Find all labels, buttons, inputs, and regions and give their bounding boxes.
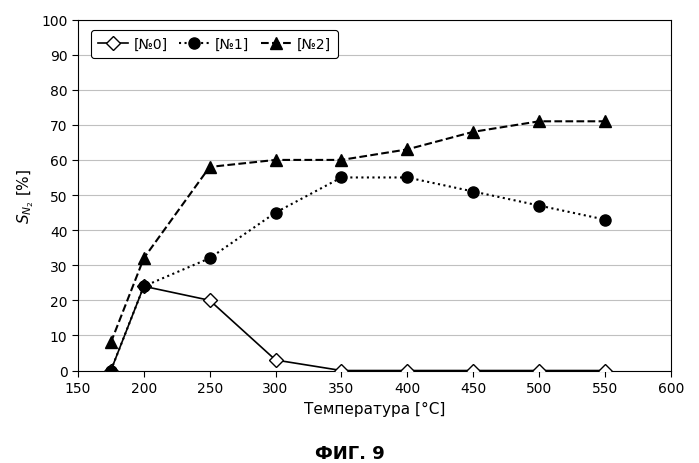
[№1] (206, 256, 214, 262)
[№2] (535, 119, 543, 125)
[№1] (271, 210, 280, 216)
X-axis label: Температура [°C]: Температура [°C] (303, 400, 445, 416)
[№2] (107, 340, 115, 345)
[№0] (535, 368, 543, 374)
[№0] (206, 298, 214, 303)
[№0] (271, 357, 280, 363)
[№1] (600, 217, 609, 223)
[№2] (469, 130, 477, 135)
[№0] (337, 368, 345, 374)
Line: [№1]: [№1] (106, 173, 610, 376)
[№1] (107, 368, 115, 374)
Line: [№2]: [№2] (106, 117, 610, 348)
[№2] (206, 165, 214, 170)
[№2] (403, 147, 412, 153)
[№0] (600, 368, 609, 374)
Text: ФИГ. 9: ФИГ. 9 (315, 444, 384, 463)
[№1] (337, 175, 345, 181)
[№2] (271, 158, 280, 163)
Y-axis label: $S_{N_2}$ [%]: $S_{N_2}$ [%] (15, 168, 36, 223)
[№2] (600, 119, 609, 125)
[№1] (469, 189, 477, 195)
[№1] (535, 203, 543, 209)
[№0] (469, 368, 477, 374)
[№2] (140, 256, 148, 262)
[№0] (140, 284, 148, 289)
[№0] (107, 368, 115, 374)
[№2] (337, 158, 345, 163)
Line: [№0]: [№0] (106, 282, 610, 375)
[№0] (403, 368, 412, 374)
[№1] (403, 175, 412, 181)
Legend: [№0], [№1], [№2]: [№0], [№1], [№2] (91, 31, 338, 59)
[№1] (140, 284, 148, 289)
